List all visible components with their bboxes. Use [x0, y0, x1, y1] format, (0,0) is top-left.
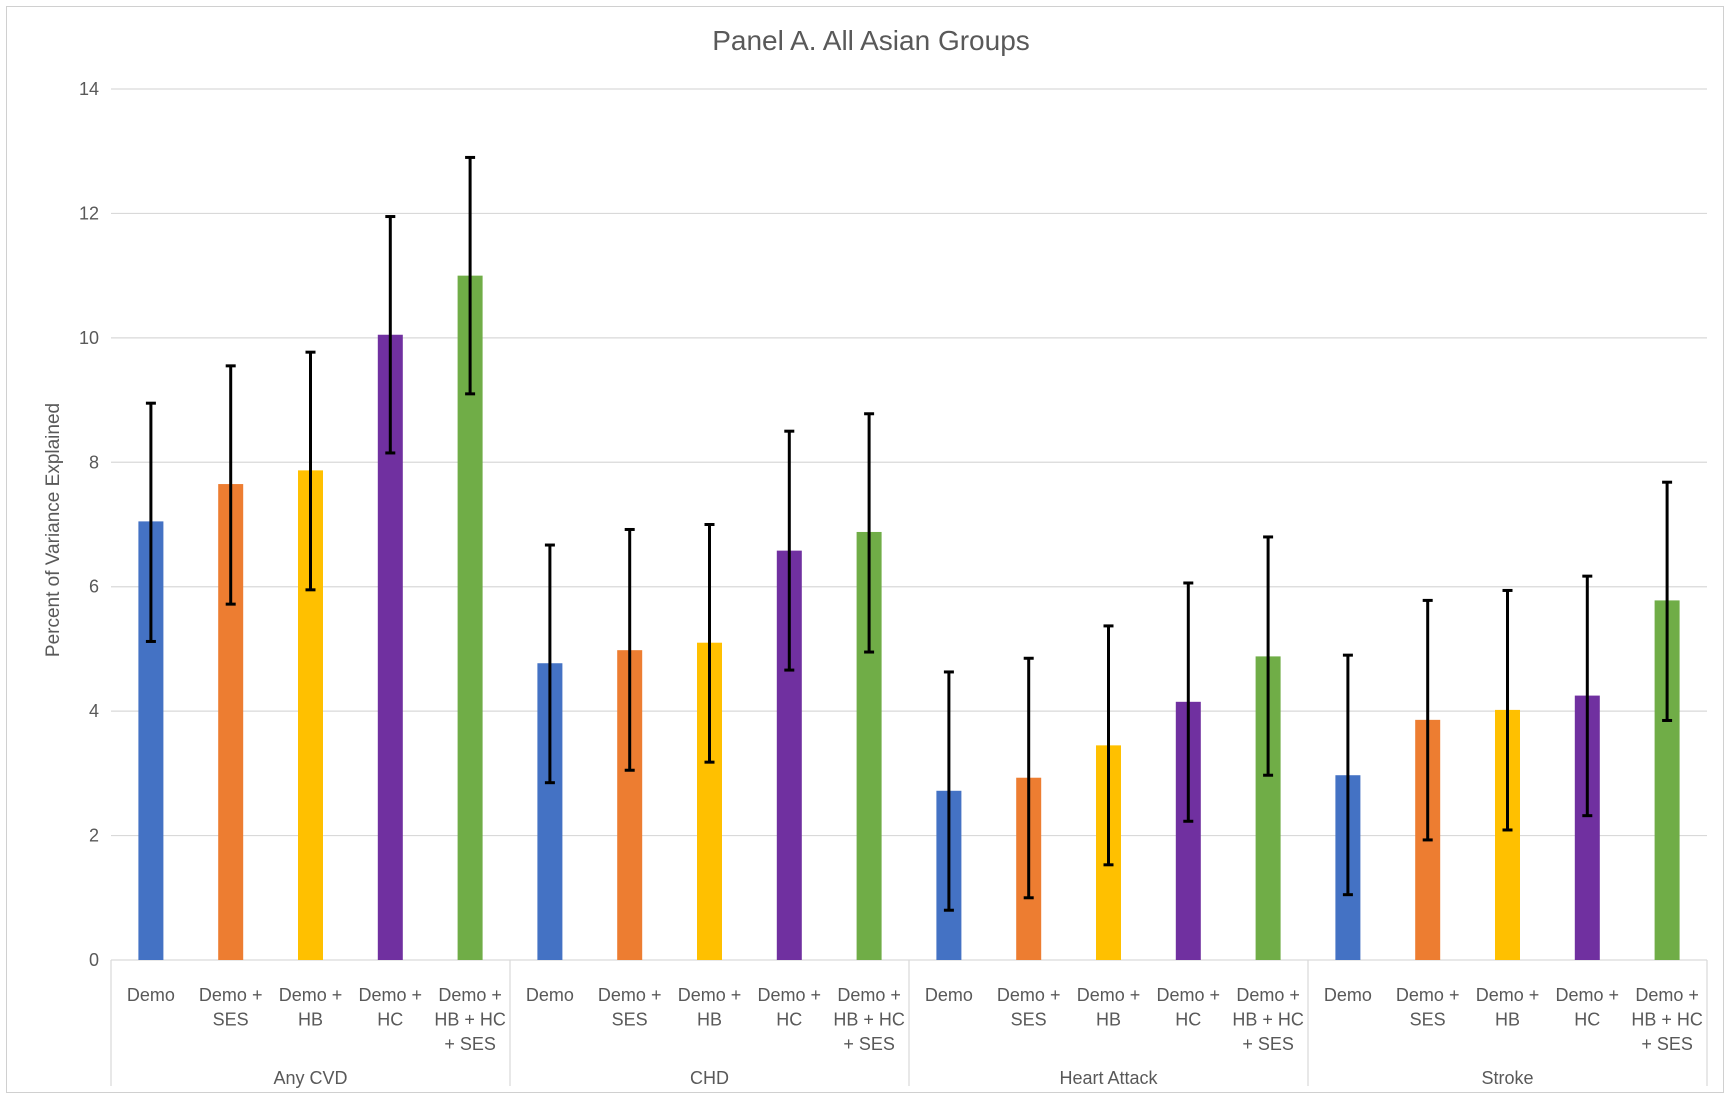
x-category-label: Demo + HC: [359, 985, 423, 1030]
y-tick-label: 4: [89, 701, 99, 721]
x-category-label: Demo: [526, 985, 574, 1005]
y-tick-label: 6: [89, 577, 99, 597]
y-tick-label: 8: [89, 452, 99, 472]
x-category-label: Demo + HC: [1556, 985, 1620, 1030]
x-category-label: Demo + HB + HC + SES: [1631, 985, 1703, 1054]
x-category-label: Demo + HB: [279, 985, 343, 1030]
x-category-label: Demo + HC: [1157, 985, 1221, 1030]
x-category-label: Demo + HB: [1077, 985, 1141, 1030]
x-category-label: Demo + HB + HC + SES: [833, 985, 905, 1054]
x-category-label: Demo: [925, 985, 973, 1005]
x-category-label: Demo + HB: [678, 985, 742, 1030]
x-category-label: Demo + SES: [199, 985, 263, 1030]
x-category-label: Demo: [127, 985, 175, 1005]
x-category-label: Demo + HB: [1476, 985, 1540, 1030]
y-tick-label: 14: [79, 79, 99, 99]
x-category-label: Demo + HC: [758, 985, 822, 1030]
error-bars-layer: [145, 155, 1673, 912]
bars-layer: [138, 275, 1680, 961]
chart-frame: Demo Demo + SES Demo + HB Demo + HC Demo + HB + …: [6, 6, 1724, 1093]
grid-layer: [111, 88, 1707, 961]
y-tick-label: 0: [89, 950, 99, 970]
x-category-label: Demo + HB + HC + SES: [434, 985, 506, 1054]
x-category-label: Demo + SES: [997, 985, 1061, 1030]
y-tick-labels: 0 2 4 6 8 10 12 14: [79, 79, 99, 970]
y-axis-label: Percent of Variance Explained: [43, 403, 64, 657]
x-group-label: CHD: [690, 1068, 729, 1088]
x-category-label: Demo + SES: [1396, 985, 1460, 1030]
y-tick-label: 12: [79, 203, 99, 223]
chart-title: Panel A. All Asian Groups: [712, 25, 1030, 56]
x-group-label: Stroke: [1481, 1068, 1533, 1088]
x-group-label: Heart Attack: [1059, 1068, 1158, 1088]
y-tick-label: 2: [89, 826, 99, 846]
x-category-label: Demo + HB + HC + SES: [1232, 985, 1304, 1054]
x-category-label: Demo + SES: [598, 985, 662, 1030]
x-category-label: Demo: [1324, 985, 1372, 1005]
x-group-label: Any CVD: [273, 1068, 347, 1088]
y-tick-label: 10: [79, 328, 99, 348]
